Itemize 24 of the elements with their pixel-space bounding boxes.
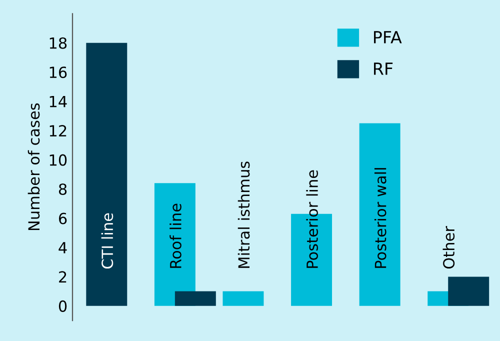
y-axis-title: Number of cases	[28, 103, 40, 230]
y-tick-label: 4	[58, 242, 67, 254]
y-tick-label: 2	[59, 271, 66, 282]
x-tick-label: Posterior line	[306, 170, 318, 268]
y-tick-label: 12	[50, 125, 66, 136]
legend-label: RF	[374, 62, 393, 75]
legend-label: PFA	[374, 31, 402, 44]
bar	[174, 291, 216, 306]
bar	[448, 276, 490, 306]
bar	[359, 123, 400, 306]
x-tick-label: Mitral isthmus	[238, 162, 250, 268]
y-tick-label: 8	[58, 183, 67, 196]
bar	[222, 291, 264, 306]
y-tick-label: 6	[58, 212, 67, 224]
x-tick-label: CTI line	[101, 213, 114, 269]
y-tick-label: 18	[50, 37, 67, 49]
y-tick-label: 10	[50, 154, 67, 166]
y-tick-label: 16	[50, 66, 67, 78]
y-tick-label: 14	[50, 96, 67, 108]
x-tick-label: Roof line	[170, 204, 182, 268]
y-tick-label: 0	[58, 300, 67, 312]
bar	[154, 183, 196, 306]
x-tick-label: Other	[442, 226, 455, 269]
x-tick-label: Posterior wall	[374, 168, 386, 268]
